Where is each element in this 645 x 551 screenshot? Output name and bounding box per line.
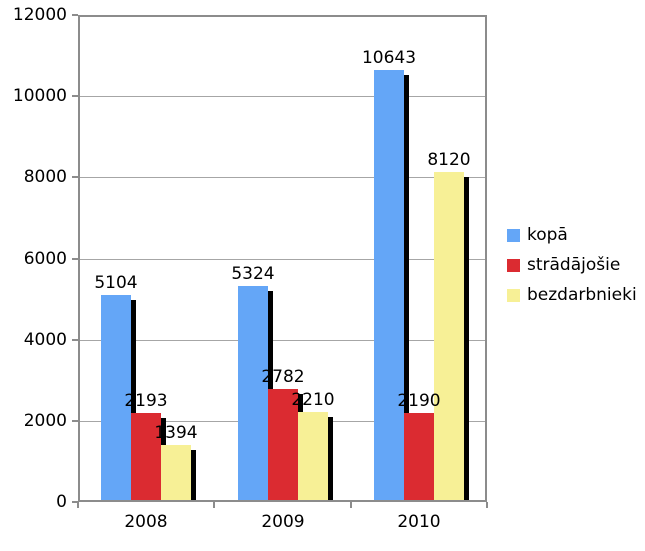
y-axis-label: 12000 bbox=[12, 5, 67, 25]
bar-shadow bbox=[464, 177, 469, 502]
legend-swatch-icon bbox=[507, 258, 520, 272]
x-axis-tick bbox=[350, 502, 352, 508]
bar-value-label: 8120 bbox=[427, 150, 471, 170]
legend-label: bezdarbnieki bbox=[527, 285, 637, 305]
bar-series1-2010 bbox=[404, 413, 434, 502]
bar-shadow bbox=[328, 417, 333, 502]
legend-item-series2: bezdarbnieki bbox=[507, 280, 637, 310]
y-axis-tick bbox=[72, 176, 78, 178]
y-axis-tick bbox=[72, 501, 78, 503]
y-axis-label: 2000 bbox=[23, 411, 67, 431]
x-axis-tick bbox=[77, 502, 79, 508]
bar-series2-2009 bbox=[298, 412, 328, 502]
y-axis-label: 8000 bbox=[23, 167, 67, 187]
legend: kopā strādājošie bezdarbnieki bbox=[507, 220, 637, 310]
bar-series0-2009 bbox=[238, 286, 268, 502]
x-axis-label: 2008 bbox=[124, 512, 168, 532]
bar-value-label: 2190 bbox=[397, 391, 441, 411]
plot-area: 5104 2193 1394 5324 2782 2210 10643 2190 8120 bbox=[78, 15, 487, 502]
y-axis-label: 4000 bbox=[23, 330, 67, 350]
bar-series2-2010 bbox=[434, 172, 464, 502]
y-axis-tick bbox=[72, 14, 78, 16]
bar-value-label: 10643 bbox=[361, 48, 417, 68]
bar-value-label: 5324 bbox=[231, 264, 275, 284]
bar-value-label: 2193 bbox=[124, 391, 168, 411]
bar-series2-2008 bbox=[161, 445, 191, 502]
gridline bbox=[78, 340, 487, 341]
x-axis-label: 2010 bbox=[397, 512, 441, 532]
legend-swatch-icon bbox=[507, 288, 520, 302]
bar-series0-2008 bbox=[101, 295, 131, 502]
bar-series0-2010 bbox=[374, 70, 404, 502]
y-axis-label: 10000 bbox=[12, 86, 67, 106]
gridline bbox=[78, 259, 487, 260]
y-axis-tick bbox=[72, 420, 78, 422]
bar-shadow bbox=[404, 75, 409, 502]
x-axis-tick bbox=[486, 502, 488, 508]
legend-label: strādājošie bbox=[527, 255, 621, 275]
bar-value-label: 1394 bbox=[154, 423, 198, 443]
bar-shadow bbox=[131, 300, 136, 502]
y-axis-label: 0 bbox=[56, 492, 67, 512]
x-axis-tick bbox=[213, 502, 215, 508]
bar-series1-2008 bbox=[131, 413, 161, 502]
y-axis-tick bbox=[72, 95, 78, 97]
legend-label: kopā bbox=[527, 225, 568, 245]
gridline bbox=[78, 96, 487, 97]
y-axis-tick bbox=[72, 258, 78, 260]
bar-value-label: 5104 bbox=[94, 273, 138, 293]
x-axis-label: 2009 bbox=[261, 512, 305, 532]
bar-value-label: 2210 bbox=[291, 390, 335, 410]
legend-item-series0: kopā bbox=[507, 220, 637, 250]
legend-item-series1: strādājošie bbox=[507, 250, 637, 280]
bar-value-label: 2782 bbox=[261, 367, 305, 387]
bar-shadow bbox=[191, 450, 196, 502]
y-axis-tick bbox=[72, 339, 78, 341]
y-axis-label: 6000 bbox=[23, 249, 67, 269]
legend-swatch-icon bbox=[507, 228, 520, 242]
bar-series1-2009 bbox=[268, 389, 298, 502]
gridline bbox=[78, 177, 487, 178]
